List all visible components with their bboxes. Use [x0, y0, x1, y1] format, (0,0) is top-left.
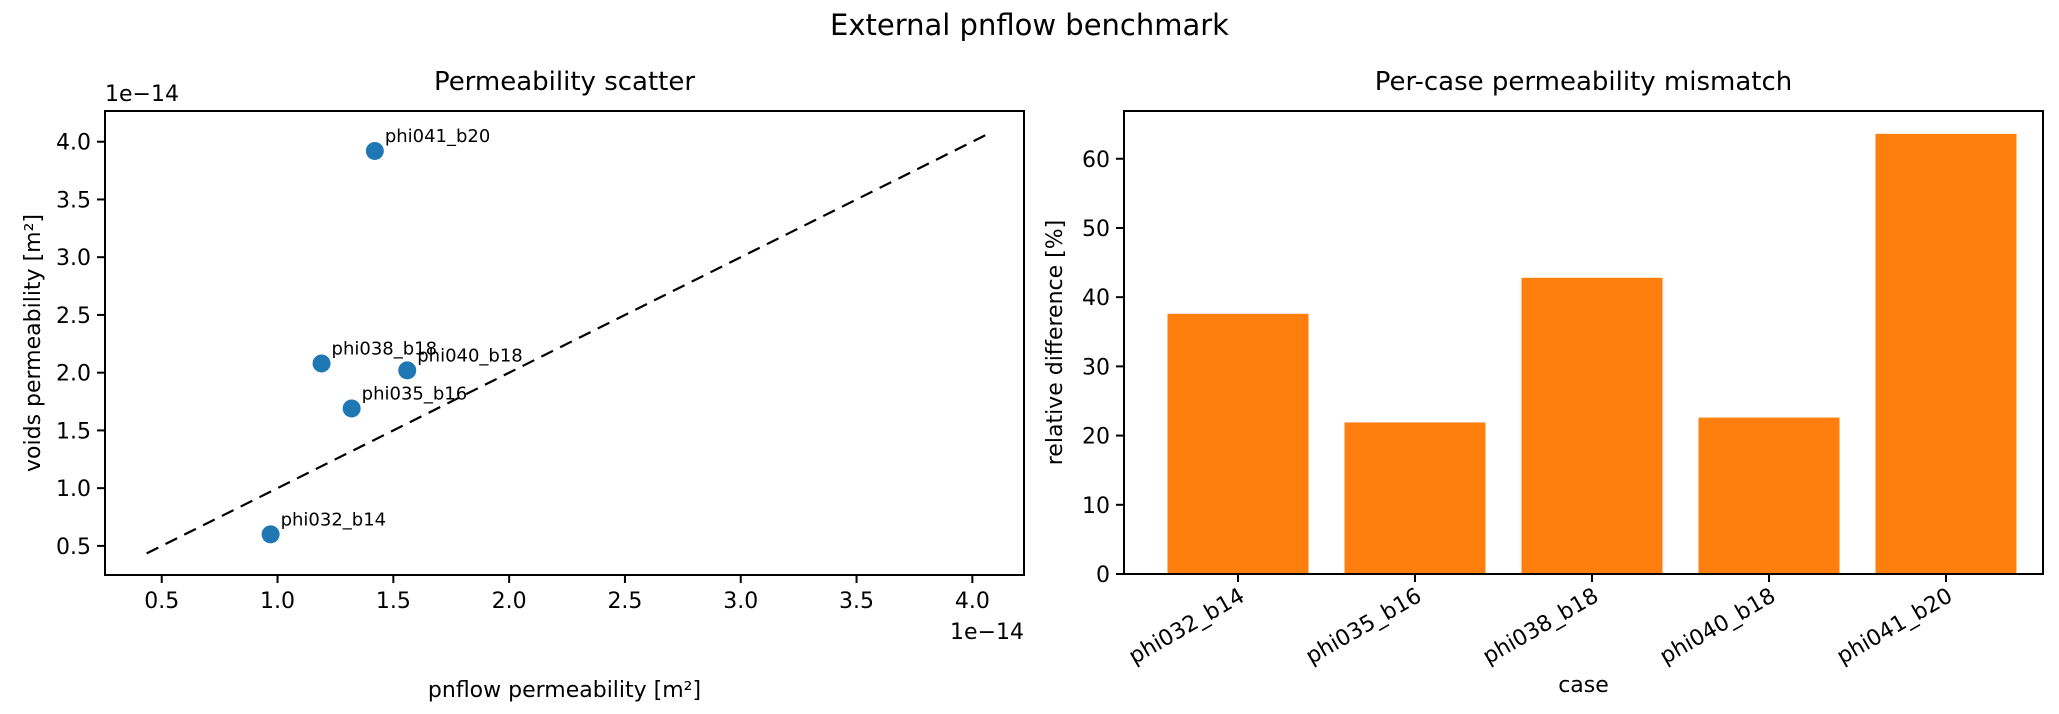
bar-phi041_b20 — [1875, 133, 2017, 574]
scatter-point-phi038_b18 — [312, 354, 331, 373]
bar-phi038_b18 — [1521, 277, 1663, 574]
y-axis-tick-label: 0 — [1096, 563, 1110, 588]
x-axis-tick-label: 1.0 — [260, 589, 295, 614]
bar-xlabel: case — [1558, 673, 1609, 698]
scatter-point-annotation: phi041_b20 — [385, 126, 491, 147]
scatter-point-annotation: phi040_b18 — [417, 345, 523, 366]
scatter-point-annotation: phi032_b14 — [281, 509, 387, 530]
bar-category-label: phi038_b18 — [1479, 584, 1603, 670]
x-axis-tick-label: 3.5 — [839, 589, 874, 614]
y-axis-tick-label: 30 — [1082, 355, 1110, 380]
bar-category-label: phi032_b14 — [1125, 584, 1249, 670]
y-axis-tick-label: 0.5 — [56, 535, 91, 560]
scatter-point-annotation: phi038_b18 — [332, 338, 438, 359]
y-axis-tick-label: 4.0 — [56, 131, 91, 156]
bar-chart — [1116, 110, 2044, 582]
y-axis-tick-label: 50 — [1082, 217, 1110, 242]
y-axis-tick-label: 2.5 — [56, 304, 91, 329]
bar-title: Per-case permeability mismatch — [1375, 67, 1793, 97]
y-axis-tick-label: 1.5 — [56, 419, 91, 444]
y-axis-tick-label: 20 — [1082, 425, 1110, 450]
bar-phi032_b14 — [1167, 313, 1309, 574]
scatter-xlabel: pnflow permeability [m²] — [428, 678, 701, 703]
identity-line — [146, 132, 990, 555]
y-axis-tick-label: 1.0 — [56, 477, 91, 502]
scatter-point-phi040_b18 — [398, 361, 417, 380]
x-axis-tick-label: 1.5 — [376, 589, 411, 614]
scatter-point-annotation: phi035_b16 — [362, 383, 468, 404]
y-axis-offset-label: 1e−14 — [105, 82, 179, 107]
x-axis-tick-label: 4.0 — [955, 589, 990, 614]
figure-title: External pnflow benchmark — [830, 8, 1229, 42]
scatter-title: Permeability scatter — [434, 67, 695, 97]
x-axis-tick-label: 0.5 — [144, 589, 179, 614]
y-axis-tick-label: 10 — [1082, 494, 1110, 519]
y-axis-tick-label: 40 — [1082, 286, 1110, 311]
y-axis-tick-label: 3.5 — [56, 188, 91, 213]
bar-phi040_b18 — [1698, 417, 1840, 574]
x-axis-tick-label: 2.5 — [607, 589, 642, 614]
y-axis-tick-label: 3.0 — [56, 246, 91, 271]
bar-ylabel: relative difference [%] — [1043, 220, 1068, 465]
x-axis-tick-label: 3.0 — [723, 589, 758, 614]
scatter-plot — [97, 110, 1025, 583]
scatter-axes-frame — [104, 110, 1025, 576]
bar-category-label: phi041_b20 — [1833, 584, 1957, 670]
x-axis-offset-label: 1e−14 — [950, 620, 1024, 645]
y-axis-tick-label: 2.0 — [56, 362, 91, 387]
y-axis-tick-label: 60 — [1082, 148, 1110, 173]
bar-axes-frame — [1123, 110, 2044, 575]
bar-category-label: phi035_b16 — [1302, 584, 1426, 670]
scatter-ylabel: voids permeability [m²] — [21, 214, 46, 472]
scatter-point-phi041_b20 — [365, 141, 384, 160]
bar-category-label: phi040_b18 — [1656, 584, 1780, 670]
bar-phi035_b16 — [1344, 422, 1486, 574]
x-axis-tick-label: 2.0 — [492, 589, 527, 614]
scatter-point-phi035_b16 — [342, 399, 361, 418]
scatter-point-phi032_b14 — [261, 525, 280, 544]
